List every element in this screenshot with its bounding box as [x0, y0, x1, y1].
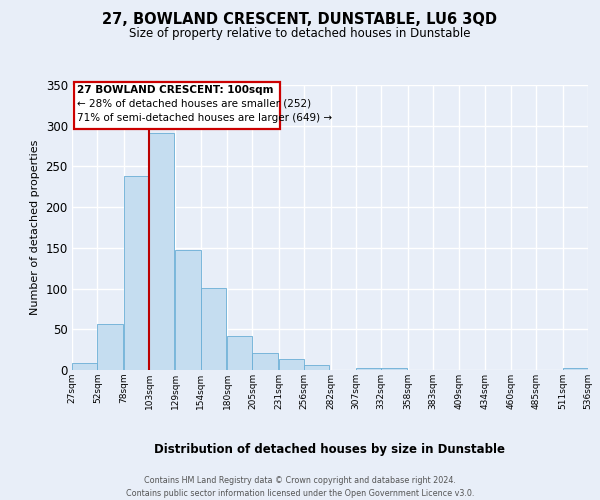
Text: 27, BOWLAND CRESCENT, DUNSTABLE, LU6 3QD: 27, BOWLAND CRESCENT, DUNSTABLE, LU6 3QD	[103, 12, 497, 28]
Bar	[227, 336, 253, 370]
Y-axis label: Number of detached properties: Number of detached properties	[30, 140, 40, 315]
Text: 27 BOWLAND CRESCENT: 100sqm: 27 BOWLAND CRESCENT: 100sqm	[77, 85, 274, 95]
Text: Distribution of detached houses by size in Dunstable: Distribution of detached houses by size …	[155, 442, 505, 456]
Bar	[97, 324, 122, 370]
Bar	[279, 360, 304, 370]
Bar	[381, 368, 407, 370]
Bar	[304, 365, 329, 370]
FancyBboxPatch shape	[74, 82, 280, 129]
Text: Size of property relative to detached houses in Dunstable: Size of property relative to detached ho…	[129, 28, 471, 40]
Bar	[124, 176, 149, 370]
Bar	[563, 368, 588, 370]
Text: 71% of semi-detached houses are larger (649) →: 71% of semi-detached houses are larger (…	[77, 112, 332, 122]
Bar	[201, 288, 226, 370]
Text: ← 28% of detached houses are smaller (252): ← 28% of detached houses are smaller (25…	[77, 99, 311, 109]
Bar	[253, 353, 278, 370]
Bar	[175, 250, 201, 370]
Bar	[72, 364, 97, 370]
Bar	[149, 133, 175, 370]
Text: Contains HM Land Registry data © Crown copyright and database right 2024.
Contai: Contains HM Land Registry data © Crown c…	[126, 476, 474, 498]
Bar	[356, 368, 381, 370]
